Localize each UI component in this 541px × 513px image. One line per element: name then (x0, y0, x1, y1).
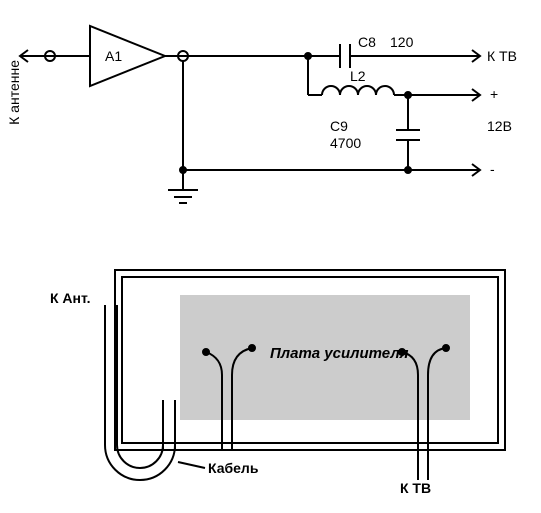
schematic-svg (0, 0, 541, 230)
plus-label: + (490, 86, 498, 102)
layout-tv-label: К ТВ (400, 480, 431, 496)
tv-label: К ТВ (487, 48, 517, 64)
layout-svg (0, 230, 541, 513)
l2-label: L2 (350, 68, 366, 84)
c8-label: C8 (358, 34, 376, 50)
amp-label: A1 (105, 48, 122, 64)
board-label: Плата усилителя (270, 345, 408, 362)
voltage-label: 12В (487, 118, 512, 134)
c8-value: 120 (390, 34, 413, 50)
c9-value: 4700 (330, 135, 361, 151)
layout-ant-label: К Ант. (50, 290, 91, 306)
cable-label: Кабель (208, 460, 258, 476)
c9-label: C9 (330, 118, 348, 134)
minus-label: - (490, 161, 495, 177)
antenna-label: К антенне (6, 60, 22, 125)
